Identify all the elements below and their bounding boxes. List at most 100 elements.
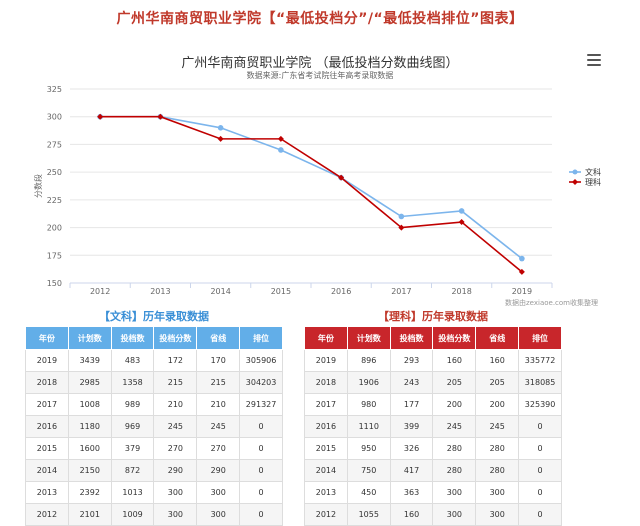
table-cell: 305906 — [239, 349, 283, 372]
table-cell: 318085 — [518, 371, 562, 394]
table-row: 2016 1110 399 245 245 0 — [304, 415, 562, 438]
y-tick-label: 200 — [47, 224, 62, 233]
col-rank: 排位 — [239, 326, 283, 350]
table-cell: 290 — [196, 459, 241, 482]
col-plan: 计划数 — [346, 326, 391, 350]
table-cell: 2014 — [304, 459, 348, 482]
table-cell: 0 — [518, 481, 562, 504]
table-cell: 1013 — [110, 481, 155, 504]
table-cell: 2150 — [67, 459, 112, 482]
col-year: 年份 — [304, 326, 348, 350]
table-cell: 304203 — [239, 371, 283, 394]
table-cell: 0 — [518, 415, 562, 438]
table-cell: 290 — [153, 459, 198, 482]
table-cell: 2018 — [25, 371, 69, 394]
table-cell: 2019 — [304, 349, 348, 372]
table-cell: 950 — [346, 437, 391, 460]
table-row: 2014 2150 872 290 290 0 — [25, 459, 283, 482]
data-point — [338, 174, 345, 181]
table-cell: 2014 — [25, 459, 69, 482]
table-cell: 1180 — [67, 415, 112, 438]
table-cell: 0 — [239, 503, 283, 526]
table-row: 2014 750 417 280 280 0 — [304, 459, 562, 482]
data-point — [519, 255, 525, 262]
data-point — [398, 213, 405, 220]
like-table-title: 【理科】历年录取数据 — [378, 310, 488, 323]
data-point — [398, 224, 405, 231]
table-cell: 300 — [153, 503, 198, 526]
table-cell: 2101 — [67, 503, 112, 526]
table-cell: 293 — [389, 349, 434, 372]
x-tick-label: 2014 — [210, 287, 230, 296]
table-cell: 300 — [475, 481, 520, 504]
data-point — [157, 113, 164, 120]
data-point — [458, 219, 465, 226]
table-cell: 280 — [432, 437, 477, 460]
data-point — [217, 135, 224, 142]
table-cell: 2985 — [67, 371, 112, 394]
table-cell: 872 — [110, 459, 155, 482]
hamburger-menu-icon[interactable] — [587, 54, 601, 66]
table-cell: 170 — [196, 349, 241, 372]
legend-label: 理科 — [585, 177, 601, 187]
table-cell: 335772 — [518, 349, 562, 372]
table-cell: 896 — [346, 349, 391, 372]
table-header-row: 年份 计划数 投档数 投档分数 省线 排位 — [304, 326, 562, 350]
data-point — [278, 147, 284, 153]
series-line-wenke — [100, 115, 523, 260]
table-row: 2017 1008 989 210 210 291327 — [25, 393, 283, 416]
table-cell: 205 — [475, 371, 520, 394]
data-point — [217, 125, 224, 131]
table-cell: 0 — [239, 437, 283, 460]
legend-marker — [572, 179, 578, 185]
table-cell: 1600 — [67, 437, 112, 460]
table-cell: 160 — [432, 349, 477, 372]
table-row: 2018 2985 1358 215 215 304203 — [25, 371, 283, 394]
table-cell: 300 — [196, 503, 241, 526]
table-cell: 243 — [389, 371, 434, 394]
table-cell: 215 — [153, 371, 198, 394]
col-admitted: 投档数 — [389, 326, 434, 350]
table-cell: 2017 — [25, 393, 69, 416]
table-cell: 750 — [346, 459, 391, 482]
col-province-line: 省线 — [196, 326, 241, 350]
col-score: 投档分数 — [153, 326, 198, 350]
table-row: 2012 1055 160 300 300 0 — [304, 503, 562, 526]
table-cell: 200 — [475, 393, 520, 416]
table-cell: 2015 — [304, 437, 348, 460]
x-tick-label: 2012 — [90, 287, 110, 296]
table-cell: 450 — [346, 481, 391, 504]
table-cell: 2013 — [304, 481, 348, 504]
x-tick-label: 2013 — [150, 287, 170, 296]
y-tick-label: 250 — [47, 168, 62, 177]
table-cell: 2016 — [25, 415, 69, 438]
legend-marker — [572, 169, 578, 175]
chart-subtitle: 数据来源:广东省考试院往年高考录取数据 — [246, 71, 394, 80]
table-cell: 2019 — [25, 349, 69, 372]
table-cell: 0 — [518, 459, 562, 482]
table-cell: 0 — [518, 503, 562, 526]
table-cell: 2012 — [25, 503, 69, 526]
table-cell: 326 — [389, 437, 434, 460]
table-cell: 2015 — [25, 437, 69, 460]
series-line-like — [100, 115, 523, 273]
table-cell: 969 — [110, 415, 155, 438]
table-row: 2013 450 363 300 300 0 — [304, 481, 562, 504]
table-cell: 280 — [432, 459, 477, 482]
chart-credit[interactable]: 数据由zexiaoe.com收集整理 — [505, 299, 598, 307]
y-tick-label: 150 — [47, 279, 62, 288]
table-cell: 0 — [239, 459, 283, 482]
table-cell: 300 — [153, 481, 198, 504]
table-cell: 177 — [389, 393, 434, 416]
col-admitted: 投档数 — [110, 326, 155, 350]
table-cell: 270 — [196, 437, 241, 460]
x-tick-label: 2015 — [271, 287, 291, 296]
table-cell: 160 — [475, 349, 520, 372]
line-chart: 150 175 200 225 250 275 300 325 2012 2013 2014 2015… — [33, 85, 601, 296]
col-plan: 计划数 — [67, 326, 112, 350]
table-cell: 245 — [432, 415, 477, 438]
table-row: 2018 1906 243 205 205 318085 — [304, 371, 562, 394]
table-cell: 2013 — [25, 481, 69, 504]
col-province-line: 省线 — [475, 326, 520, 350]
table-cell: 205 — [432, 371, 477, 394]
